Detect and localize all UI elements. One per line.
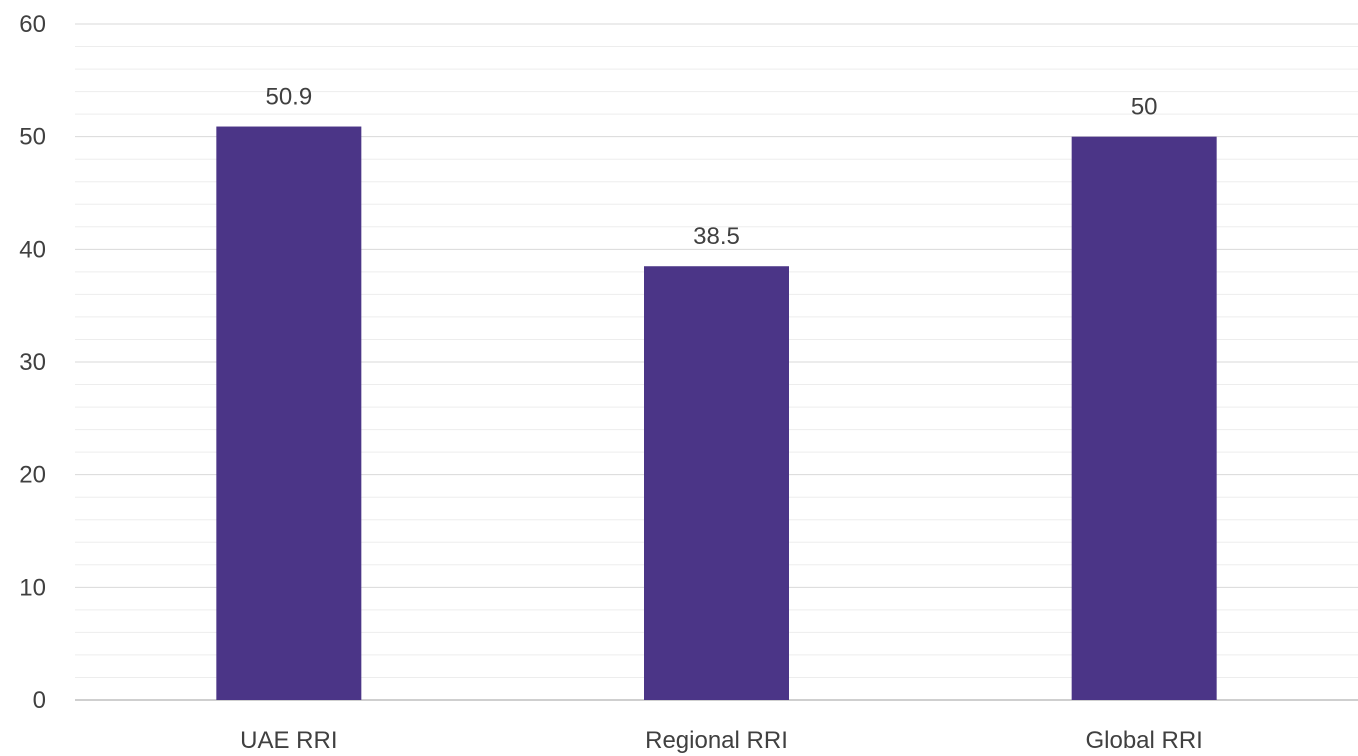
y-tick-label: 50 <box>19 124 46 151</box>
y-tick-label: 20 <box>19 462 46 489</box>
data-label: 50.9 <box>265 84 312 111</box>
x-axis: UAE RRI Regional RRI Global RRI <box>240 727 1203 754</box>
data-label: 38.5 <box>693 223 740 250</box>
y-tick-label: 0 <box>33 687 46 714</box>
y-tick-label: 30 <box>19 349 46 376</box>
y-tick-label: 10 <box>19 574 46 601</box>
y-tick-label: 60 <box>19 11 46 38</box>
y-axis: 0 10 20 30 40 50 60 <box>19 11 46 714</box>
data-labels: 50.9 38.5 50 <box>265 84 1157 251</box>
bar <box>1071 136 1217 700</box>
x-tick-label: Global RRI <box>1085 727 1202 754</box>
y-tick-label: 40 <box>19 236 46 263</box>
bar <box>216 126 362 700</box>
bar <box>644 266 789 700</box>
x-tick-label: Regional RRI <box>645 727 788 754</box>
bars <box>216 126 1217 700</box>
x-tick-label: UAE RRI <box>240 727 337 754</box>
data-label: 50 <box>1131 94 1158 121</box>
